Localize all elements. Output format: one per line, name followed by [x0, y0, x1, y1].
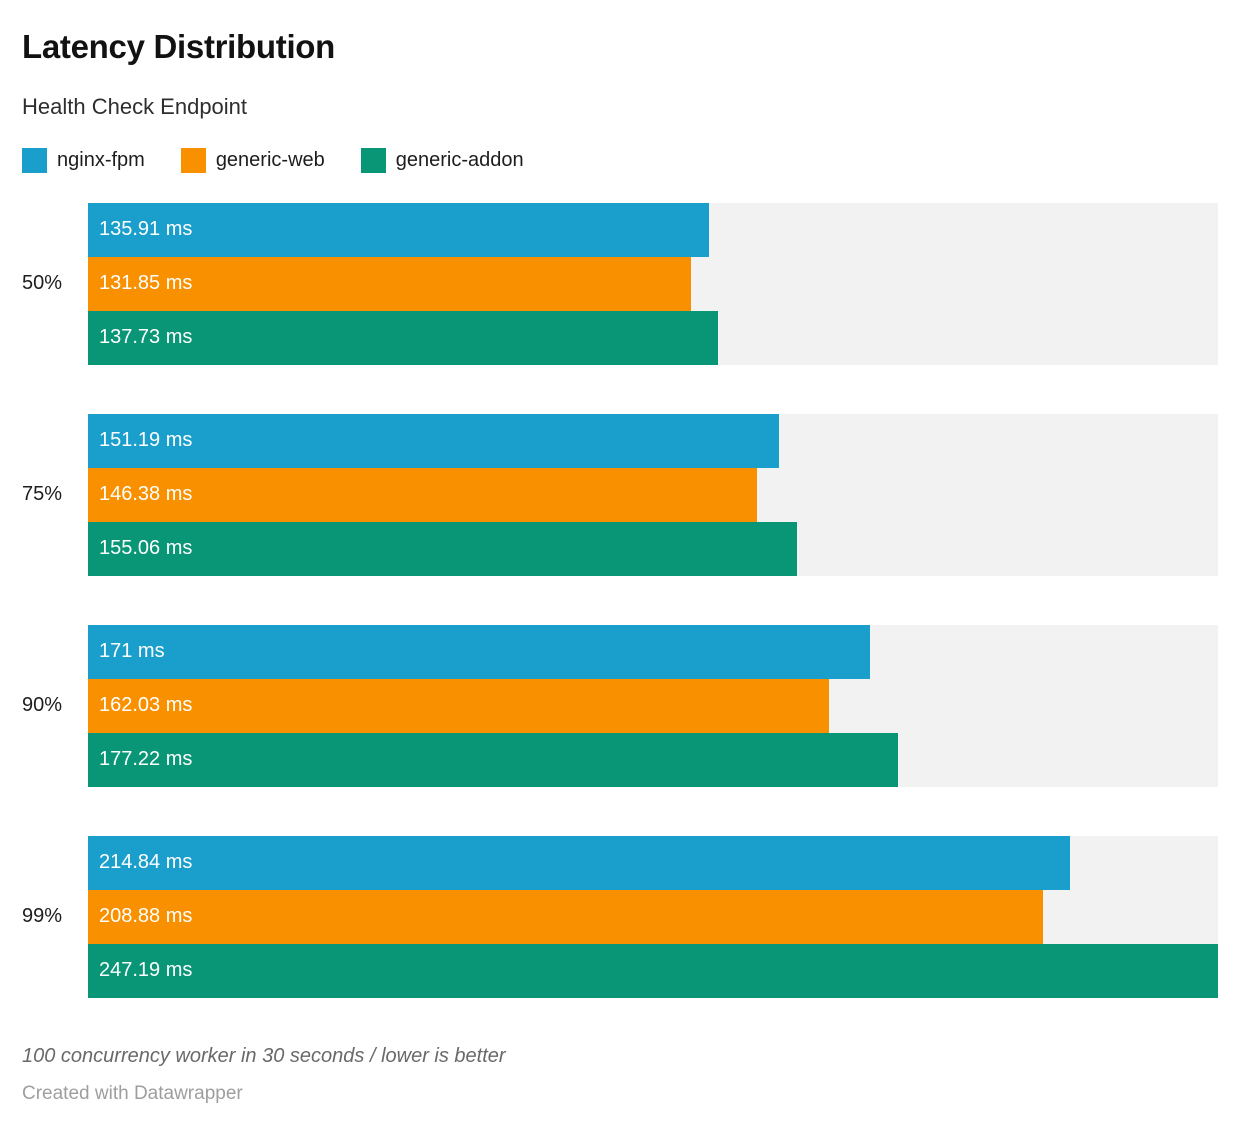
- legend-item-generic-addon: generic-addon: [360, 147, 524, 173]
- bar-track: 171 ms 162.03 ms 177.22 ms: [88, 624, 1218, 787]
- bar-generic-addon: 137.73 ms: [88, 310, 718, 365]
- legend-swatch-icon: [22, 147, 47, 173]
- bar-track: 151.19 ms 146.38 ms 155.06 ms: [88, 413, 1218, 576]
- bar-value-label: 131.85 ms: [99, 272, 193, 295]
- bar-track: 214.84 ms 208.88 ms 247.19 ms: [88, 835, 1218, 998]
- bar-value-label: 137.73 ms: [99, 326, 193, 349]
- chart-groups: 50% 135.91 ms 131.85 ms 137.73 ms 75% 151.19 …: [22, 202, 1218, 998]
- bar-nginx-fpm: 135.91 ms: [88, 202, 710, 257]
- legend-swatch-icon: [180, 147, 206, 173]
- bar-generic-web: 162.03 ms: [88, 678, 829, 733]
- category-label: 99%: [22, 905, 63, 928]
- bar-generic-addon: 177.22 ms: [88, 732, 899, 787]
- bar-group: 99% 214.84 ms 208.88 ms 247.19 ms: [22, 835, 1218, 998]
- bar-generic-web: 131.85 ms: [88, 256, 691, 311]
- bar-value-label: 247.19 ms: [99, 959, 193, 982]
- bar-nginx-fpm: 171 ms: [88, 624, 870, 679]
- category-label: 75%: [22, 483, 63, 506]
- legend-label: generic-addon: [395, 148, 524, 171]
- chart-title: Latency Distribution: [22, 28, 336, 65]
- datawrapper-attribution-link[interactable]: Created with Datawrapper: [22, 1082, 243, 1104]
- legend-item-nginx-fpm: nginx-fpm: [22, 147, 145, 173]
- bar-value-label: 146.38 ms: [99, 483, 193, 506]
- bar-value-label: 155.06 ms: [99, 537, 193, 560]
- legend-item-generic-web: generic-web: [180, 147, 325, 173]
- bar-group: 50% 135.91 ms 131.85 ms 137.73 ms: [22, 202, 1218, 365]
- category-label: 90%: [22, 694, 63, 717]
- bar-generic-web: 146.38 ms: [88, 467, 758, 522]
- bar-value-label: 151.19 ms: [99, 429, 193, 452]
- category-label: 50%: [22, 272, 63, 295]
- bar-group: 75% 151.19 ms 146.38 ms 155.06 ms: [22, 413, 1218, 576]
- bar-group: 90% 171 ms 162.03 ms 177.22 ms: [22, 624, 1218, 787]
- bar-generic-addon: 247.19 ms: [88, 943, 1218, 998]
- legend: nginx-fpm generic-web generic-addon: [22, 147, 1218, 173]
- legend-label: generic-web: [215, 148, 325, 171]
- bar-generic-addon: 155.06 ms: [88, 521, 797, 576]
- bar-value-label: 162.03 ms: [99, 694, 193, 717]
- bar-value-label: 171 ms: [99, 640, 165, 663]
- bar-value-label: 177.22 ms: [99, 748, 193, 771]
- legend-swatch-icon: [360, 147, 386, 173]
- chart-subtitle: Health Check Endpoint: [22, 94, 248, 120]
- chart-note: 100 concurrency worker in 30 seconds / l…: [22, 1044, 506, 1067]
- legend-label: nginx-fpm: [57, 148, 145, 171]
- bar-value-label: 208.88 ms: [99, 905, 193, 928]
- bar-value-label: 135.91 ms: [99, 218, 193, 241]
- bar-nginx-fpm: 214.84 ms: [88, 835, 1071, 890]
- bar-value-label: 214.84 ms: [99, 851, 193, 874]
- bar-nginx-fpm: 151.19 ms: [88, 413, 780, 468]
- bar-track: 135.91 ms 131.85 ms 137.73 ms: [88, 202, 1218, 365]
- bar-generic-web: 208.88 ms: [88, 889, 1043, 944]
